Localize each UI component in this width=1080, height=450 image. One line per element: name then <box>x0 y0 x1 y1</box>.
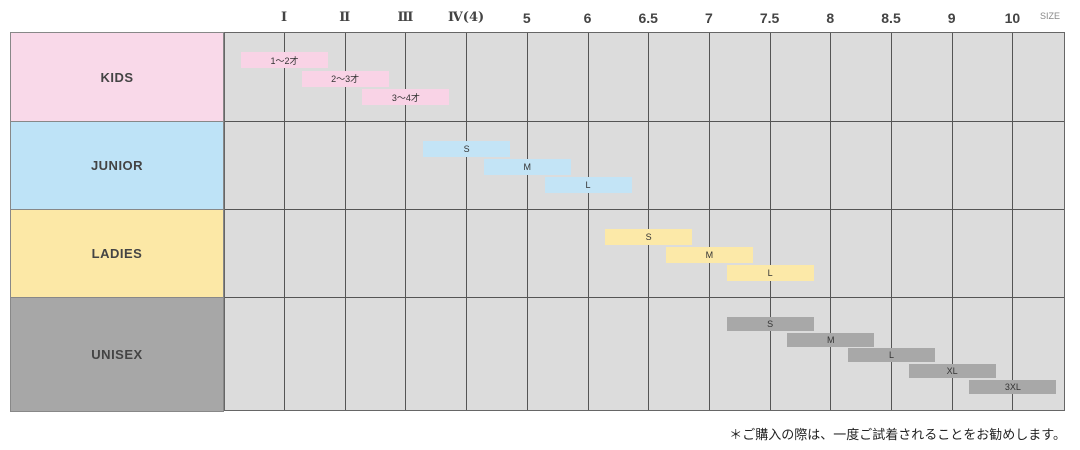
size-bar-ladies: L <box>726 265 814 281</box>
grid-line <box>587 33 589 410</box>
tick-label: 8.5 <box>881 10 901 26</box>
fitting-note: ＊ご購入の際は、一度ご試着されることをお勧めします。 <box>729 428 1066 443</box>
size-bar-kids: 3～4才 <box>362 89 450 105</box>
grid-line <box>466 33 468 410</box>
size-bar-junior: S <box>423 141 511 157</box>
size-bar-unisex: XL <box>908 364 996 379</box>
tick-label: 7 <box>704 10 713 26</box>
tick-label: 6.5 <box>638 10 658 26</box>
row-divider <box>225 209 1064 210</box>
category-junior: JUNIOR <box>10 121 224 210</box>
size-bar-kids: 2～3才 <box>301 70 389 87</box>
tick-label: 6 <box>583 10 592 26</box>
size-bar-junior: M <box>483 159 571 175</box>
size-grid: 1～2才 2～3才 3～4才 S M L S M L S M L XL 3XL <box>224 32 1065 411</box>
grid-line <box>769 33 771 410</box>
size-bar-kids: 1～2才 <box>241 52 328 68</box>
size-axis-label: SIZE <box>1040 11 1061 21</box>
grid-line <box>708 33 710 410</box>
tick-label: 5 <box>522 10 531 26</box>
size-bar-unisex: L <box>848 348 935 363</box>
grid-line <box>344 33 346 410</box>
tick-label: Ⅱ <box>339 10 351 25</box>
tick-label: Ⅲ <box>397 10 414 25</box>
grid-line <box>648 33 650 410</box>
grid-line <box>830 33 832 410</box>
tick-label: Ⅳ(4) <box>448 10 485 25</box>
tick-label: 10 <box>1004 10 1021 26</box>
category-ladies: LADIES <box>10 209 224 298</box>
tick-label: 8 <box>826 10 835 26</box>
row-divider <box>225 297 1064 298</box>
tick-label: 9 <box>947 10 956 26</box>
grid-line <box>1012 33 1014 410</box>
row-divider <box>225 121 1064 122</box>
size-bar-junior: L <box>544 177 632 193</box>
grid-line <box>405 33 407 410</box>
tick-label: 7.5 <box>759 10 780 26</box>
grid-line <box>951 33 953 410</box>
size-bar-unisex: M <box>787 332 875 347</box>
grid-line <box>891 33 892 410</box>
size-bar-unisex: S <box>726 317 814 331</box>
grid-line <box>284 33 285 410</box>
category-unisex: UNISEX <box>10 297 224 412</box>
grid-line <box>526 33 528 410</box>
size-bar-unisex: 3XL <box>969 379 1057 394</box>
category-kids: KIDS <box>10 32 224 122</box>
size-bar-ladies: S <box>605 229 693 245</box>
tick-label: Ⅰ <box>280 10 288 25</box>
size-bar-ladies: M <box>665 247 753 263</box>
